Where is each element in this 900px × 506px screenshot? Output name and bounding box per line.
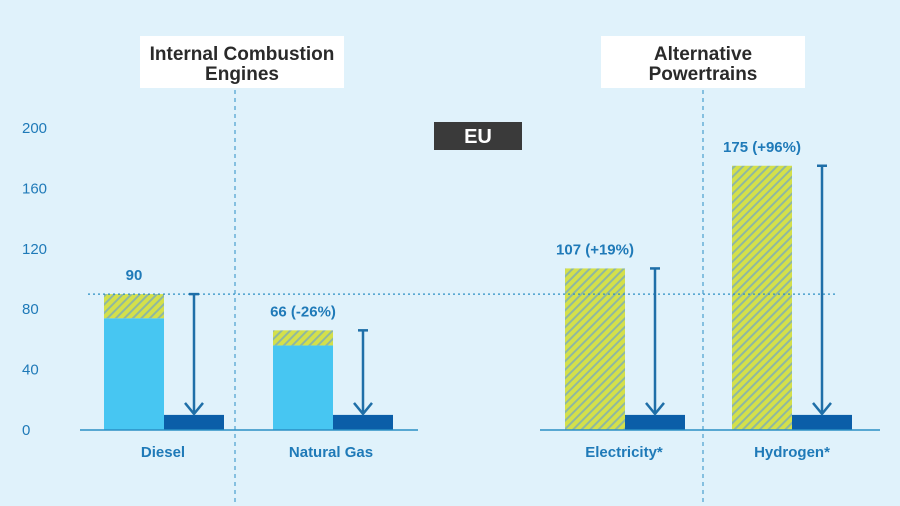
- group-header-box: [140, 36, 344, 88]
- region-badge: [434, 122, 522, 150]
- region-badge-text: EU: [464, 126, 492, 148]
- data-label: 66 (-26%): [270, 303, 336, 320]
- group-header-text: Engines: [205, 64, 279, 85]
- arrow-head: [812, 402, 832, 416]
- bar-reduced: [792, 414, 852, 430]
- y-tick-label: 40: [22, 362, 39, 379]
- group-header-text: Powertrains: [649, 64, 758, 85]
- y-tick-label: 200: [22, 120, 47, 137]
- bar-hatched: [273, 330, 333, 346]
- data-label: 90: [126, 267, 143, 284]
- bar-hatched: [565, 268, 625, 430]
- x-tick-label: Natural Gas: [289, 444, 373, 461]
- bar-solid: [273, 345, 333, 430]
- group-header-box: [601, 36, 805, 88]
- arrow-head: [353, 402, 373, 416]
- arrow-head: [184, 402, 204, 416]
- bar-reduced: [625, 414, 685, 430]
- bar-hatched: [732, 165, 792, 430]
- bar-solid: [104, 318, 164, 430]
- bar-reduced: [164, 414, 224, 430]
- y-tick-label: 80: [22, 301, 39, 318]
- bar-reduced: [333, 414, 393, 430]
- x-tick-label: Electricity*: [585, 444, 663, 461]
- group-header-text: Alternative: [654, 44, 752, 65]
- y-tick-label: 0: [22, 422, 30, 439]
- group-header-text: Internal Combustion: [150, 44, 335, 65]
- arrow-head: [645, 402, 665, 416]
- x-tick-label: Diesel: [141, 444, 185, 461]
- y-tick-label: 160: [22, 180, 47, 197]
- data-label: 107 (+19%): [556, 241, 634, 258]
- bar-hatched: [104, 294, 164, 319]
- data-label: 175 (+96%): [723, 139, 801, 156]
- y-tick-label: 120: [22, 241, 47, 258]
- x-tick-label: Hydrogen*: [754, 444, 830, 461]
